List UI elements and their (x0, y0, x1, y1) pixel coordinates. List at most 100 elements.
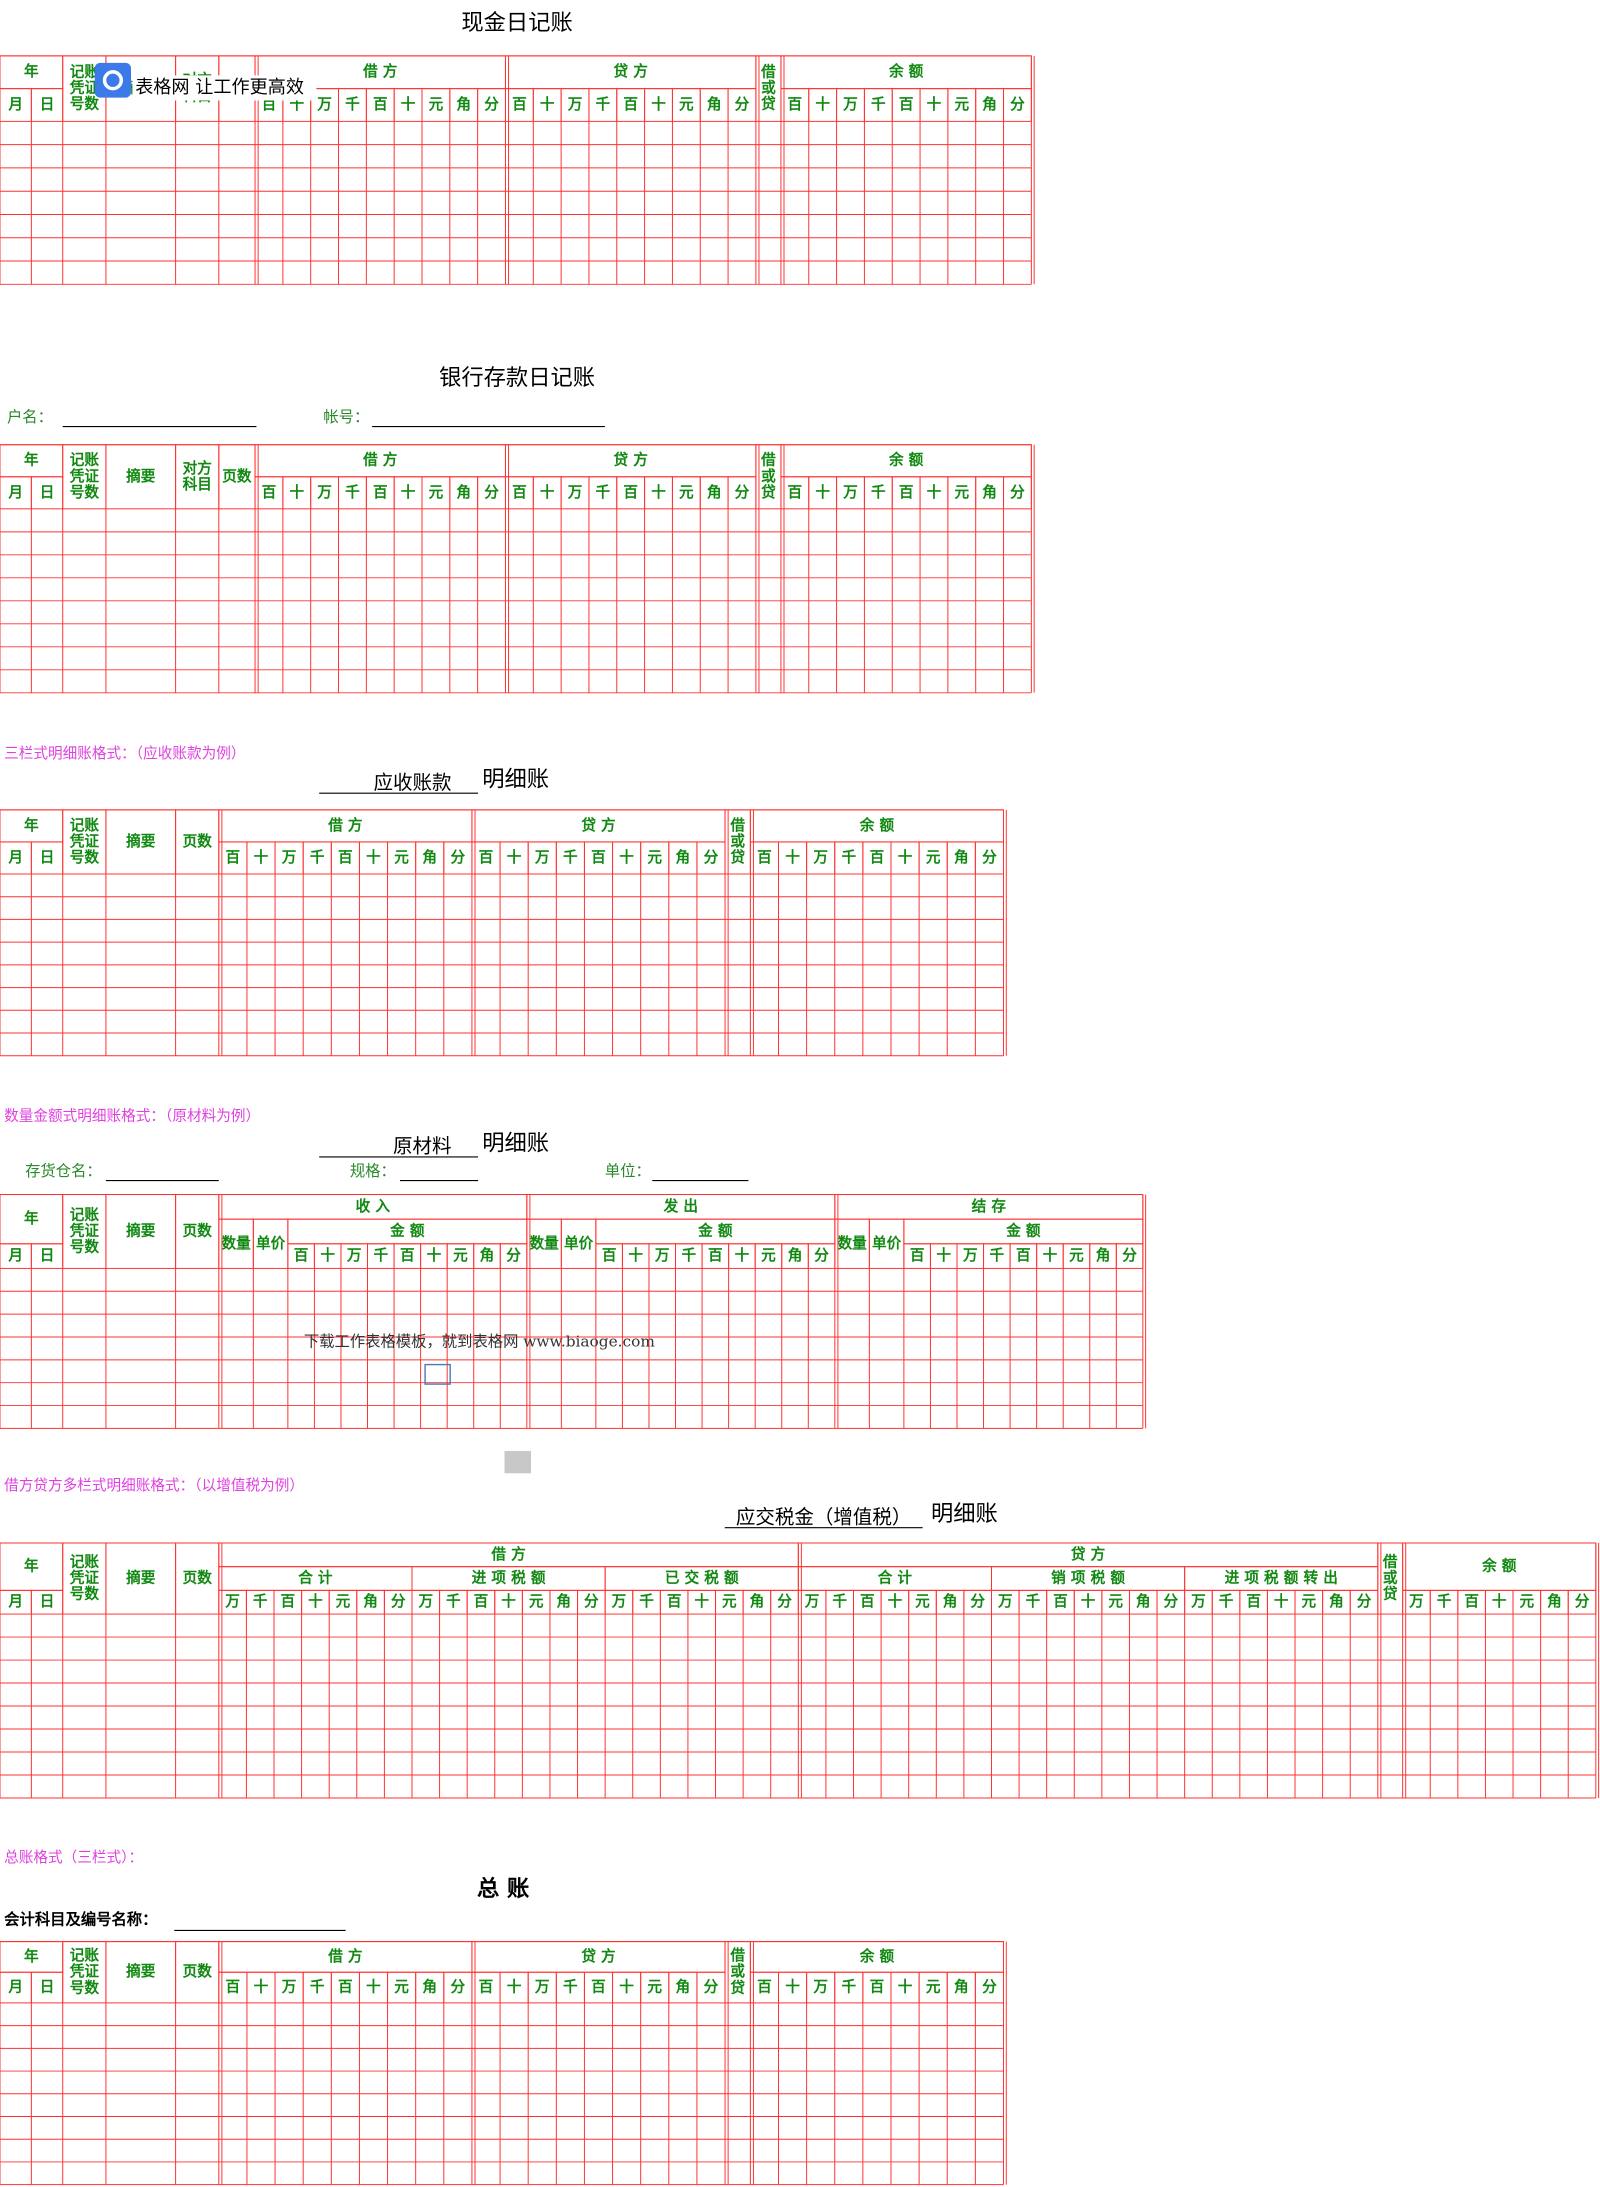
header-label: 角 (750, 1592, 765, 1610)
header-label: 万 (804, 1593, 820, 1610)
header-label: 借 方 (362, 451, 397, 469)
header-label: 借或贷 (729, 816, 745, 866)
field-label: 会计科目及编号名称： (4, 1911, 157, 1929)
watermark: 表格网 让工作更高效 下载工作表格模板，就到表格网 www.biaoge.com (94, 62, 655, 1474)
header-label: 万 (281, 849, 297, 866)
header-label: 元 (1108, 1593, 1123, 1610)
header-label: 千 (345, 96, 360, 113)
header-label: 十 (815, 483, 830, 501)
header-label: 分 (484, 484, 499, 501)
title-suffix: 明细账 (931, 1501, 998, 1527)
header-label: 结 存 (972, 1197, 1007, 1215)
header-label: 元 (429, 484, 444, 501)
header-label: 百 (474, 1593, 489, 1610)
header-label: 对方科目 (183, 459, 212, 493)
header-label: 十 (1081, 1592, 1096, 1610)
header-label: 页数 (183, 1221, 213, 1239)
header-label: 万 (812, 1979, 828, 1996)
header-label: 百 (400, 1247, 415, 1264)
header-label: 万 (962, 1247, 978, 1264)
header-label: 月 (7, 96, 23, 113)
header-label: 十 (320, 1246, 335, 1264)
header-label: 角 (707, 95, 722, 113)
header-label: 万 (316, 96, 332, 113)
header-label: 分 (704, 849, 719, 866)
header-label: 百 (757, 1979, 772, 1996)
header-label: 分 (506, 1247, 521, 1264)
header-label: 百 (788, 484, 803, 501)
header-label: 十 (628, 1246, 643, 1264)
header-label: 百 (667, 1593, 682, 1610)
header-label: 万 (224, 1593, 240, 1610)
field-label: 规格： (350, 1162, 396, 1180)
header-label: 十 (401, 95, 416, 113)
header-label: 页数 (183, 832, 213, 850)
watermark-text: 表格网 让工作更高效 (135, 77, 304, 98)
header-label: 借 方 (327, 1947, 362, 1965)
header-label: 收 入 (356, 1197, 391, 1215)
watermark-bg (132, 75, 317, 101)
header-label: 十 (619, 1978, 634, 1996)
header-label: 年 (24, 1209, 39, 1227)
header-label: 摘要 (126, 467, 156, 485)
header-label: 千 (373, 1247, 388, 1264)
header-label: 角 (788, 1246, 803, 1264)
header-label: 百 (1053, 1593, 1068, 1610)
header-label: 十 (507, 1978, 522, 1996)
header-label: 月 (7, 484, 23, 501)
header-label: 百 (226, 849, 241, 866)
header-label: 余 额 (1481, 1557, 1517, 1575)
header-label: 角 (363, 1592, 378, 1610)
header-label: 单价 (256, 1234, 286, 1252)
header-label: 千 (639, 1593, 654, 1610)
title-suffix: 明细账 (482, 767, 549, 793)
header-label: 合 计 (297, 1569, 333, 1587)
header-label: 借 方 (327, 816, 362, 834)
header-label: 百 (226, 1979, 241, 1996)
header-label: 千 (1026, 1593, 1041, 1610)
header-label: 借或贷 (760, 63, 776, 113)
header-label: 十 (651, 483, 666, 501)
header-label: 万 (812, 849, 828, 866)
title: 银行存款日记账 (439, 365, 595, 391)
header-label: 摘要 (126, 832, 156, 850)
header-label: 万 (417, 1593, 433, 1610)
header-label: 贷 方 (581, 816, 615, 834)
header-label: 元 (926, 849, 941, 866)
header-label: 已 交 税 额 (665, 1569, 739, 1587)
header-label: 十 (1492, 1592, 1507, 1610)
header-label: 百 (602, 1247, 617, 1264)
header-label: 元 (1302, 1593, 1317, 1610)
note: 总账格式（三栏式）： (4, 1849, 143, 1866)
field-label: 单位： (605, 1162, 651, 1180)
header-label: 分 (1575, 1593, 1590, 1610)
header-label: 万 (567, 484, 583, 501)
header-label: 数量 (221, 1234, 251, 1252)
header-label: 元 (647, 1979, 662, 1996)
header-label: 百 (591, 849, 606, 866)
header-label: 百 (899, 96, 914, 113)
title-subject: 应收账款 (374, 771, 452, 794)
header-label: 千 (446, 1593, 461, 1610)
header-label: 万 (1408, 1593, 1424, 1610)
header-label: 角 (954, 1978, 969, 1996)
header-label: 百 (1016, 1247, 1031, 1264)
header-label: 十 (1274, 1592, 1289, 1610)
header-label: 分 (735, 96, 750, 113)
header-label: 万 (567, 96, 583, 113)
header-label: 记账凭证号数 (69, 1947, 100, 1996)
header-label: 日 (40, 484, 55, 501)
header-label: 日 (40, 1979, 55, 1996)
header-label: 千 (596, 484, 611, 501)
header-label: 十 (366, 848, 381, 866)
header-label: 十 (651, 95, 666, 113)
header-label: 月 (7, 849, 23, 866)
header-label: 千 (345, 484, 360, 501)
header-label: 借或贷 (1382, 1552, 1398, 1602)
header-label: 金 额 (1005, 1221, 1041, 1239)
header-label: 分 (1010, 96, 1025, 113)
header-label: 元 (679, 484, 694, 501)
header-label: 千 (681, 1247, 696, 1264)
header-label: 余 额 (888, 451, 924, 469)
header-label: 贷 方 (581, 1947, 615, 1965)
